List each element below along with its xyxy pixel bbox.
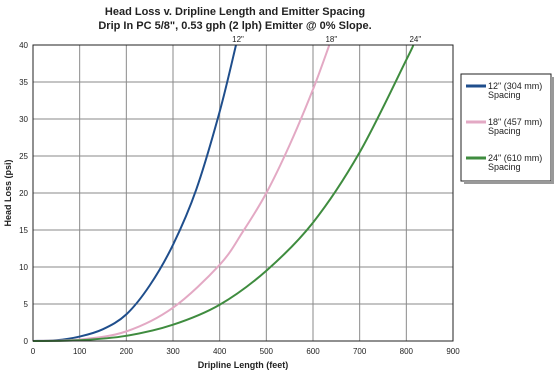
chart-subtitle: Drip In PC 5/8", 0.53 gph (2 lph) Emitte… (98, 20, 371, 32)
y-tick-label: 40 (19, 41, 28, 50)
x-tick-label: 900 (446, 347, 460, 356)
x-axis-label: Dripline Length (feet) (198, 360, 289, 370)
y-tick-label: 10 (19, 263, 28, 272)
y-tick-label: 35 (19, 78, 28, 87)
legend-entry-sublabel: Spacing (488, 90, 521, 100)
x-tick-label: 0 (31, 347, 36, 356)
y-axis-label: Head Loss (psi) (3, 159, 13, 226)
tick-labels: 0 100 200 300 400 500 600 700 800 900 0 5 10 15 20 25 30… (19, 41, 460, 356)
legend-entry-label: 24" (610 mm) (488, 153, 542, 163)
x-tick-label: 200 (120, 347, 134, 356)
legend-box-shadow (551, 77, 554, 184)
y-tick-label: 15 (19, 226, 28, 235)
chart-title: Head Loss v. Dripline Length and Emitter… (105, 6, 365, 18)
legend-entry-sublabel: Spacing (488, 162, 521, 172)
y-tick-label: 20 (19, 189, 28, 198)
y-tick-label: 0 (24, 337, 29, 346)
series-line-1 (32, 44, 237, 342)
curve-end-label: 18" (325, 35, 337, 44)
legend-entry-label: 18" (457 mm) (488, 117, 542, 127)
x-tick-label: 500 (260, 347, 274, 356)
x-tick-label: 700 (353, 347, 367, 356)
curve-end-label: 24" (409, 35, 421, 44)
plot-frame (32, 44, 454, 342)
x-tick-label: 300 (166, 347, 180, 356)
series-line-3 (32, 44, 415, 342)
series-lines: 12" 18" 24" (32, 35, 421, 342)
x-tick-label: 400 (213, 347, 227, 356)
x-tick-label: 800 (400, 347, 414, 356)
series-line-2 (32, 44, 331, 342)
y-tick-label: 5 (24, 300, 29, 309)
legend-box-shadow-bottom (464, 181, 554, 184)
y-tick-label: 25 (19, 152, 28, 161)
legend-entry-label: 12" (304 mm) (488, 81, 542, 91)
x-tick-label: 100 (73, 347, 87, 356)
legend-entry-sublabel: Spacing (488, 126, 521, 136)
grid-lines (33, 45, 453, 341)
x-tick-label: 600 (306, 347, 320, 356)
curve-end-label: 12" (232, 35, 244, 44)
y-tick-label: 30 (19, 115, 28, 124)
